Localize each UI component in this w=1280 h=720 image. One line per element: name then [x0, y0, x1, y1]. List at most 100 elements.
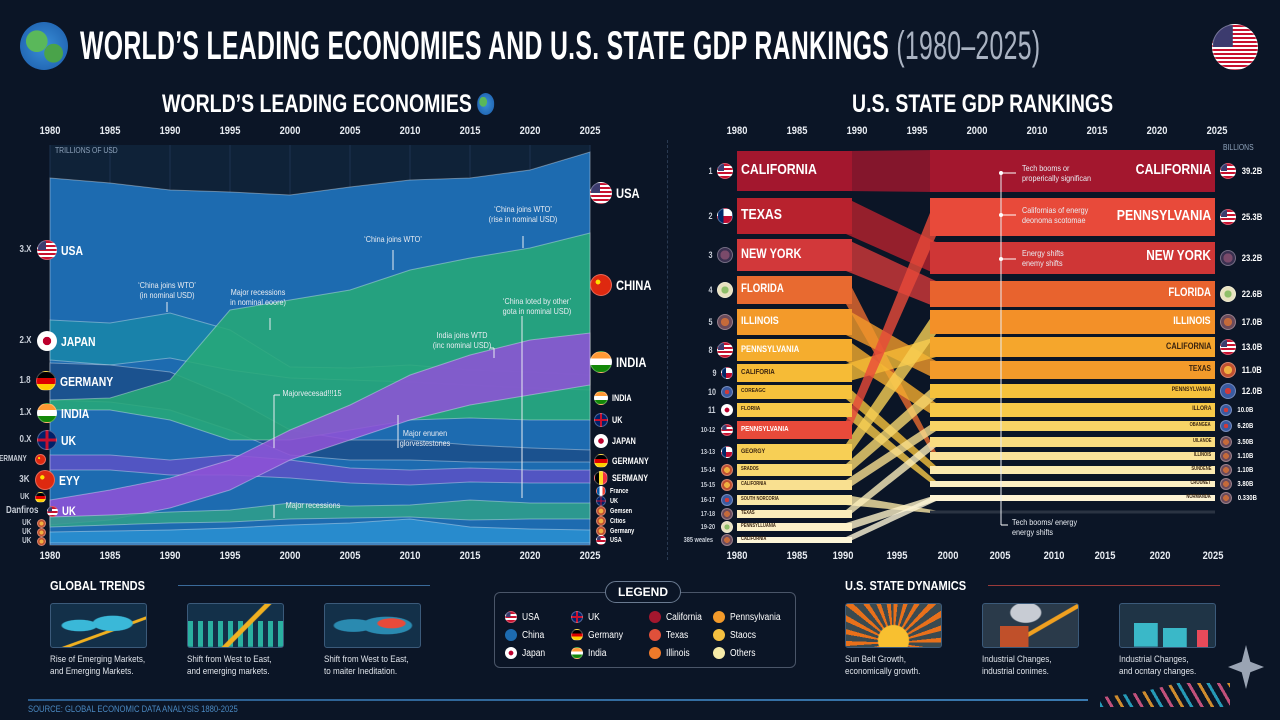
orange-flag-icon [37, 527, 46, 537]
right-series-label: USA [590, 182, 646, 204]
x-tick-label-top: 1995 [219, 125, 241, 137]
right-label-country: UK [612, 414, 623, 425]
factory-icon [1119, 603, 1216, 648]
rank-label: 9 [712, 367, 733, 379]
state-flag-icon [1220, 339, 1236, 355]
left-label-country: UK [61, 504, 76, 518]
legend-label: USA [522, 611, 540, 623]
gdp-value-label: 6.20B [1220, 420, 1255, 432]
rank-number: 15-14 [700, 466, 716, 474]
x-tick-label-bottom: 2010 [1043, 550, 1065, 562]
annotation: Major recessions in nominal eoore) [230, 287, 286, 307]
gdp-value-label: 22.6B [1220, 286, 1264, 302]
x-tick-label-bottom: 1980 [39, 550, 61, 562]
bar-1980-new-york [737, 239, 852, 271]
gdp-value: 6.20B [1237, 422, 1254, 430]
gdp-value-label: 13.0B [1220, 339, 1264, 355]
state-flag-icon [721, 521, 733, 533]
bar-1980-pennsylluania [737, 523, 852, 531]
state-label-1980: FLORIIA [741, 406, 761, 413]
state-flag-icon [721, 424, 733, 436]
gdp-value: 0.330B [1237, 494, 1257, 502]
state-label-2025: PENNSYLVANIA [1116, 207, 1211, 224]
china-flag-icon [34, 470, 55, 490]
trend-card: Industrial Changes, and ocntary changes. [1119, 603, 1216, 678]
bar-1980-coreagc [737, 385, 852, 399]
uk-flag-icon [37, 430, 58, 450]
right-label-country: Citios [610, 517, 626, 525]
japan-flag-icon [505, 647, 517, 659]
bar-2025-pennsylvania [930, 198, 1215, 236]
rank-number: 17-18 [700, 510, 716, 518]
right-series-label: Citios [596, 516, 629, 526]
gdp-value-label: 17.0B [1220, 314, 1264, 330]
rank-number: 19-20 [700, 523, 716, 531]
gdp-value-label: 1.10B [1220, 464, 1255, 476]
left-series-label: Danfiros UK [2, 505, 79, 517]
annotation: Californias of energy deonoma scotomae [1022, 205, 1089, 225]
annotation: ‘China joins WTO’ (in nominal USD) [138, 280, 196, 300]
state-flag-icon [1220, 314, 1236, 330]
legend-label: Japan [522, 647, 546, 659]
gdp-value: 13.0B [1241, 341, 1263, 352]
trend-card: Shift from West to East, and emerging ma… [187, 603, 284, 678]
x-tick-label-bottom: 2020 [1149, 550, 1171, 562]
right-label-country: CHINA [616, 277, 652, 293]
bar-2025-normanda [930, 495, 1215, 501]
wave-logo-icon [1100, 683, 1230, 707]
gdp-value: 39.2B [1241, 165, 1263, 176]
japan-flag-icon [594, 434, 608, 448]
rank-label: 13-13 [699, 446, 733, 458]
world-economies-chart [49, 145, 591, 546]
annotation: ‘China joins WTO’ [364, 234, 422, 244]
state-label-1980: CALIFORIA [741, 367, 775, 377]
rank-transition-new-york [846, 239, 936, 307]
rank-label: 17-18 [699, 508, 733, 520]
legend-swatch [505, 629, 517, 641]
legend-swatch [649, 611, 661, 623]
usa-flag-icon [46, 505, 58, 517]
left-series-label: UK [21, 527, 50, 537]
x-tick-label-bottom: 2015 [1094, 550, 1116, 562]
right-series-label: GERMANY [594, 454, 658, 468]
orange-flag-icon [37, 536, 46, 546]
usa-flag-icon [596, 535, 606, 545]
legend-label: Pennsylvania [730, 611, 781, 623]
rank-number: 10 [707, 386, 716, 397]
annotation: Energy shifts enemy shifts [1022, 248, 1064, 268]
bar-1980-srados [737, 464, 852, 476]
x-tick-label-top: 2000 [279, 125, 301, 137]
rank-number: 10-12 [700, 426, 716, 434]
right-series-label: INDIA [594, 391, 637, 405]
globe-icon [20, 22, 68, 70]
state-label-1980: CALIFORNIA [741, 161, 817, 178]
left-series-label: 1.8 GERMANY [18, 371, 126, 391]
bar-1980-texas [737, 510, 852, 518]
right-series-label: France [596, 486, 633, 496]
state-label-1980: TEXAS [741, 510, 755, 516]
state-flag-icon [717, 314, 733, 330]
legend-item: China [505, 626, 571, 644]
state-flag-icon [717, 342, 733, 358]
china-flag-icon [590, 274, 612, 296]
globe-icon [477, 93, 495, 115]
card-caption: Shift from West to East, and emerging ma… [187, 654, 272, 677]
rank-label: 10-12 [699, 424, 733, 436]
state-flag-icon [717, 163, 733, 179]
gdp-value: 1.10B [1237, 466, 1254, 474]
left-label-value: 3K [19, 474, 30, 485]
gdp-value: 10.0B [1237, 406, 1254, 414]
legend-item: Texas [649, 626, 713, 644]
state-flag-icon [717, 208, 733, 224]
rank-label: 15-14 [699, 464, 733, 476]
left-label-value: 0.X [19, 434, 32, 445]
gdp-value-label: 25.3B [1220, 209, 1264, 225]
legend-label: Texas [666, 629, 689, 641]
bar-2025-obangea [930, 421, 1215, 431]
gdp-value-label: 3.80B [1220, 478, 1255, 490]
gdp-value-label: 10.0B [1220, 404, 1255, 416]
x-tick-label-bottom: 1980 [726, 550, 748, 562]
state-flag-icon [1220, 404, 1232, 416]
rank-label: 3 [708, 247, 733, 263]
x-tick-label-top: 2025 [1206, 125, 1228, 137]
